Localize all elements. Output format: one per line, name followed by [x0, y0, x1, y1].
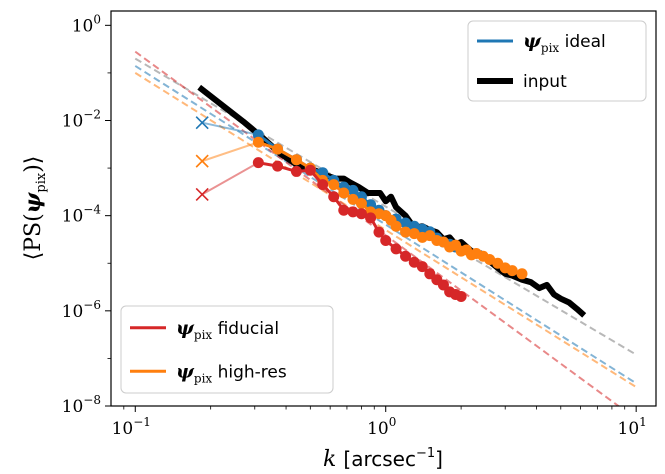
data-point-psi-pix-ideal — [317, 167, 329, 179]
connector-psi-pix-fiducial — [201, 161, 259, 196]
data-point-psi-pix-fiducial — [304, 164, 316, 176]
legend-label: ψpix high-res — [176, 360, 287, 385]
plot-frame — [110, 10, 657, 407]
y-tick-label: 10−8 — [62, 393, 101, 417]
data-point-psi-pix-high-res — [347, 193, 359, 205]
data-point-psi-pix-fiducial — [400, 250, 412, 262]
data-point-psi-pix-ideal — [400, 217, 412, 229]
cross-marker-psi-pix-ideal — [195, 116, 209, 130]
legends: ψpix ideal input ψpix fiducial ψpix high-re… — [120, 20, 647, 394]
data-point-psi-pix-fiducial — [328, 191, 340, 203]
y-tick-label: 10−6 — [62, 298, 101, 322]
data-point-psi-pix-fiducial — [252, 157, 264, 169]
data-point-psi-pix-fiducial — [272, 160, 284, 172]
svg-text:k [arcsec−1]: k [arcsec−1] — [323, 446, 443, 472]
y-tick-label: 10−2 — [62, 107, 101, 131]
data-point-psi-pix-fiducial — [408, 256, 420, 268]
series-input — [197, 84, 587, 318]
data-point-psi-pix-high-res — [272, 143, 284, 155]
series-line-input — [197, 84, 587, 318]
data-point-psi-pix-high-res — [328, 179, 340, 191]
data-point-psi-pix-high-res — [338, 187, 350, 199]
x-tick-label: 101 — [618, 415, 647, 439]
data-point-psi-pix-fiducial — [338, 204, 350, 216]
svg-text:⟨PS(ψpix)⟩: ⟨PS(ψpix)⟩ — [20, 156, 49, 261]
x-tick-label: 10−1 — [112, 415, 151, 439]
data-point-psi-pix-high-res — [290, 154, 302, 166]
series-psi-pix-fiducial — [195, 157, 467, 303]
legend-entry: input — [477, 72, 567, 92]
data-point-psi-pix-fiducial — [455, 291, 467, 303]
data-point-psi-pix-high-res — [390, 220, 402, 232]
data-point-psi-pix-fiducial — [380, 235, 392, 247]
series-psi-pix-high-res — [195, 136, 528, 280]
cross-marker-psi-pix-fiducial — [195, 187, 209, 201]
y-tick-label: 10−4 — [62, 203, 102, 227]
y-axis-label: ⟨PS(ψpix)⟩ — [20, 156, 49, 261]
data-point-psi-pix-fiducial — [390, 243, 402, 255]
data-point-psi-pix-high-res — [400, 226, 412, 238]
data-point-psi-pix-fiducial — [416, 261, 428, 273]
legend-entry: ψpix fiducial — [130, 317, 279, 342]
y-tick-label: 100 — [72, 12, 101, 36]
data-point-psi-pix-high-res — [516, 268, 528, 280]
legend-lower-left: ψpix fiducial ψpix high-res — [120, 305, 334, 394]
legend-label: ψpix fiducial — [176, 317, 279, 342]
x-axis-label: k [arcsec−1] — [323, 446, 443, 472]
legend-label: ψpix ideal — [523, 30, 606, 55]
legend-label: input — [523, 72, 567, 92]
data-point-psi-pix-fiducial — [317, 179, 329, 191]
data-point-psi-pix-fiducial — [355, 208, 367, 220]
fit-line-0 — [134, 57, 637, 356]
data-point-psi-pix-ideal — [347, 184, 359, 196]
legend-entry: ψpix high-res — [130, 360, 287, 385]
connector-psi-pix-ideal — [201, 121, 259, 136]
cross-marker-psi-pix-high-res — [195, 154, 209, 168]
x-tick-label: 100 — [367, 415, 396, 439]
legend-entry: ψpix ideal — [477, 30, 606, 55]
data-point-psi-pix-fiducial — [373, 226, 385, 238]
data-series — [195, 84, 587, 318]
data-point-psi-pix-fiducial — [365, 212, 377, 224]
axis-ticks: 10−1 100 101 100 10−2 10−4 10−6 10−8 — [62, 12, 647, 439]
data-point-psi-pix-high-res — [355, 198, 367, 210]
data-point-psi-pix-high-res — [506, 265, 518, 277]
data-point-psi-pix-high-res — [252, 136, 264, 148]
connector-psi-pix-high-res — [201, 141, 259, 163]
legend-upper-right: ψpix ideal input — [467, 20, 647, 102]
data-point-psi-pix-fiducial — [347, 206, 359, 218]
data-point-psi-pix-fiducial — [290, 165, 302, 177]
